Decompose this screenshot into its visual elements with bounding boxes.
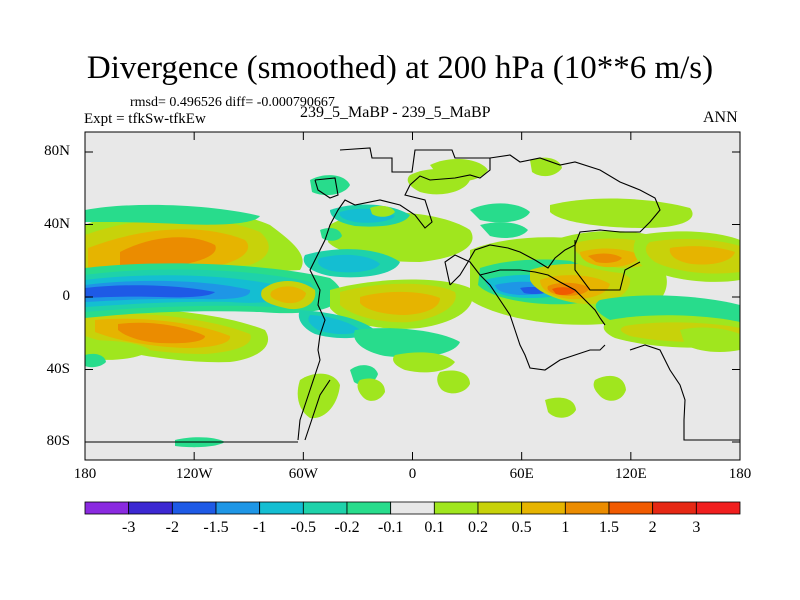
colorbar-label: -0.2 bbox=[334, 519, 360, 536]
colorbar-swatch bbox=[128, 501, 173, 515]
y-tick-label: 80S bbox=[46, 433, 70, 449]
colorbar-label: -2 bbox=[165, 519, 179, 536]
colorbar-label: 0.2 bbox=[468, 519, 488, 536]
colorbar-swatch bbox=[346, 501, 392, 515]
x-tick-label: 120W bbox=[175, 466, 213, 482]
x-tick-label: 180 bbox=[73, 466, 97, 482]
coastlines bbox=[85, 147, 740, 443]
stats-label: rmsd= 0.496526 diff= -0.000790667 bbox=[130, 95, 335, 110]
colorbar-swatch bbox=[564, 501, 610, 515]
colorbar-label: -0.1 bbox=[377, 519, 404, 536]
season-label: ANN bbox=[703, 109, 738, 126]
colorbar-label: -0.5 bbox=[290, 519, 316, 536]
y-tick-label: 40N bbox=[44, 215, 70, 232]
colorbar-swatch bbox=[302, 501, 348, 515]
colorbar-swatch bbox=[259, 501, 304, 515]
colorbar-swatch bbox=[390, 501, 435, 515]
colorbar bbox=[84, 501, 741, 515]
colorbar-swatch bbox=[521, 501, 566, 515]
colorbar-swatch bbox=[608, 501, 654, 515]
colorbar-swatch bbox=[84, 501, 130, 515]
colorbar-swatch bbox=[171, 501, 217, 515]
y-tick-label: 80N bbox=[44, 143, 70, 159]
y-tick-label: 0 bbox=[62, 288, 71, 304]
y-tick-label: 40S bbox=[46, 360, 70, 377]
x-tick-label: 60W bbox=[288, 466, 318, 482]
colorbar-label: -1.5 bbox=[203, 519, 229, 536]
colorbar-swatch bbox=[652, 501, 697, 515]
case-label: 239_5_MaBP - 239_5_MaBP bbox=[300, 104, 491, 121]
colorbar-swatch bbox=[477, 501, 523, 515]
x-tick-label: 120E bbox=[614, 466, 647, 482]
colorbar-label: 2 bbox=[648, 519, 657, 536]
x-tick-label: 60E bbox=[509, 466, 534, 482]
chart-title: Divergence (smoothed) at 200 hPa (10**6 … bbox=[86, 50, 714, 86]
colorbar-swatch bbox=[695, 501, 741, 515]
x-tick-label: 0 bbox=[408, 466, 417, 482]
colorbar-swatch bbox=[433, 501, 479, 515]
colorbar-label: 0.5 bbox=[511, 519, 532, 536]
colorbar-label: 0.1 bbox=[424, 519, 445, 536]
x-tick-label: 180 bbox=[728, 466, 752, 482]
experiment-label: Expt = tfkSw-tfkEw bbox=[84, 111, 206, 127]
colorbar-swatch bbox=[215, 501, 261, 515]
colorbar-label: -3 bbox=[121, 519, 136, 536]
axis-ticks bbox=[84, 132, 741, 460]
divergence-field bbox=[85, 157, 740, 448]
colorbar-label: 1.5 bbox=[599, 519, 619, 536]
colorbar-label: 1 bbox=[561, 519, 570, 536]
colorbar-label: 3 bbox=[692, 519, 701, 536]
colorbar-label: -1 bbox=[252, 519, 267, 536]
